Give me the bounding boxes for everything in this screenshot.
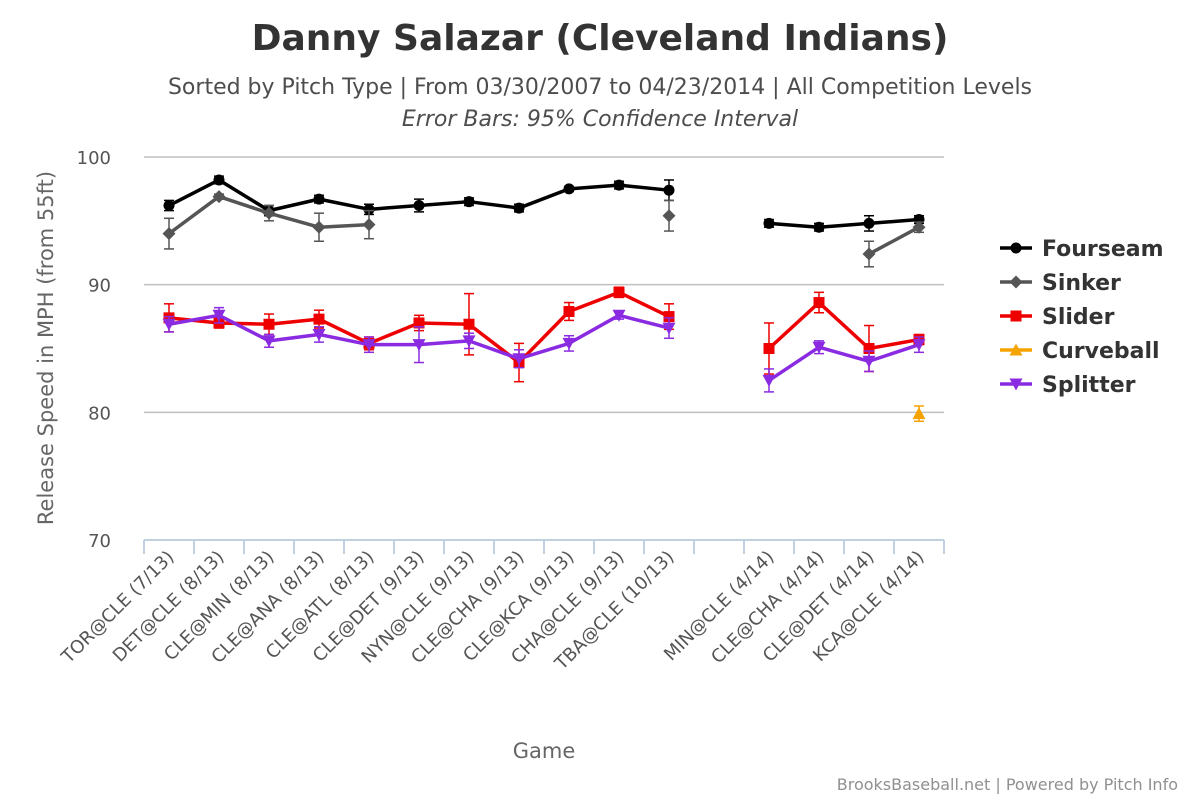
sinker-point: [162, 227, 176, 241]
legend-marker: [1009, 378, 1023, 391]
series-fourseam: [163, 174, 925, 233]
series-sinker: [162, 190, 926, 268]
y-tick-label: 90: [88, 276, 111, 297]
sinker-point: [262, 206, 276, 220]
sinker-point: [212, 190, 226, 204]
sinker-line: [868, 225, 920, 256]
slider-point: [413, 317, 425, 329]
fourseam-point: [213, 174, 225, 186]
splitter-point: [262, 335, 276, 348]
legend-label: Fourseam: [1042, 237, 1164, 262]
legend-label: Sinker: [1042, 271, 1121, 296]
y-tick-label: 100: [77, 148, 111, 169]
legend-marker: [1009, 343, 1023, 356]
curveball-point: [912, 407, 926, 420]
fourseam-point: [563, 183, 575, 195]
fourseam-point: [663, 184, 675, 196]
legend-label: Slider: [1042, 305, 1115, 330]
splitter-point: [462, 335, 476, 348]
legend-item-curveball[interactable]: Curveball: [1000, 339, 1160, 364]
slider-point: [313, 313, 325, 325]
fourseam-point: [613, 179, 625, 191]
fourseam-point: [763, 217, 775, 229]
x-axis: [143, 539, 945, 554]
sinker-point: [312, 220, 326, 234]
fourseam-point: [513, 202, 525, 214]
slider-point: [263, 318, 275, 330]
splitter-point: [312, 328, 326, 341]
slider-point: [613, 286, 625, 298]
splitter-point: [362, 339, 376, 352]
series-curveball: [912, 405, 926, 423]
slider-point: [463, 318, 475, 330]
slider-point: [813, 297, 825, 309]
slider-point: [663, 311, 675, 323]
sinker-point: [862, 247, 876, 261]
splitter-point: [912, 339, 926, 352]
sinker-point: [362, 218, 376, 232]
splitter-point: [612, 309, 626, 322]
legend-item-splitter[interactable]: Splitter: [1000, 373, 1136, 398]
x-axis-title: Game: [513, 739, 576, 763]
legend: Fourseam Sinker Slider Curveball Splitter: [1000, 237, 1164, 398]
series-slider: [163, 286, 925, 383]
y-axis-title: Release Speed in MPH (from 55ft): [34, 171, 58, 525]
splitter-point: [562, 337, 576, 350]
splitter-point: [212, 309, 226, 322]
legend-item-slider[interactable]: Slider: [1000, 305, 1115, 330]
splitter-point: [162, 318, 176, 331]
y-tick-label: 70: [88, 531, 111, 552]
legend-label: Curveball: [1042, 339, 1160, 364]
slider-point: [863, 343, 875, 354]
splitter-point: [812, 341, 826, 354]
fourseam-line: [768, 217, 920, 229]
slider-point: [763, 343, 775, 354]
series-splitter: [162, 306, 926, 393]
y-tick-label: 80: [88, 403, 111, 424]
fourseam-point: [813, 221, 825, 233]
splitter-point: [862, 355, 876, 368]
fourseam-point: [413, 200, 425, 212]
splitter-point: [762, 374, 776, 387]
legend-item-sinker[interactable]: Sinker: [1000, 271, 1121, 296]
splitter-point: [662, 322, 676, 335]
x-axis-categories: TOR@CLE (7/13)DET@CLE (8/13)CLE@MIN (8/1…: [57, 547, 929, 675]
chart-subtitle-error-bars: Error Bars: 95% Confidence Interval: [402, 107, 798, 132]
legend-marker: [1010, 242, 1022, 254]
fourseam-point: [863, 217, 875, 229]
fourseam-point: [313, 193, 325, 205]
fourseam-point: [463, 196, 475, 208]
splitter-line: [768, 343, 920, 382]
y-axis: 70 80 90 100: [77, 148, 111, 552]
legend-marker: [1009, 275, 1023, 289]
splitter-point: [512, 353, 526, 366]
sinker-point: [912, 220, 926, 234]
legend-item-fourseam[interactable]: Fourseam: [1000, 237, 1164, 262]
fourseam-point: [163, 200, 175, 212]
fourseam-point: [363, 203, 375, 215]
chart-subtitle: Sorted by Pitch Type | From 03/30/2007 t…: [168, 75, 1032, 100]
legend-label: Splitter: [1042, 373, 1136, 398]
legend-marker: [1010, 310, 1022, 322]
credits: BrooksBaseball.net | Powered by Pitch In…: [837, 775, 1178, 794]
splitter-point: [412, 339, 426, 352]
sinker-point: [662, 209, 676, 223]
chart-title: Danny Salazar (Cleveland Indians): [252, 18, 949, 59]
plot-area: [162, 174, 926, 423]
slider-point: [563, 305, 575, 317]
slider-line: [767, 300, 920, 351]
gridlines: [144, 156, 944, 414]
